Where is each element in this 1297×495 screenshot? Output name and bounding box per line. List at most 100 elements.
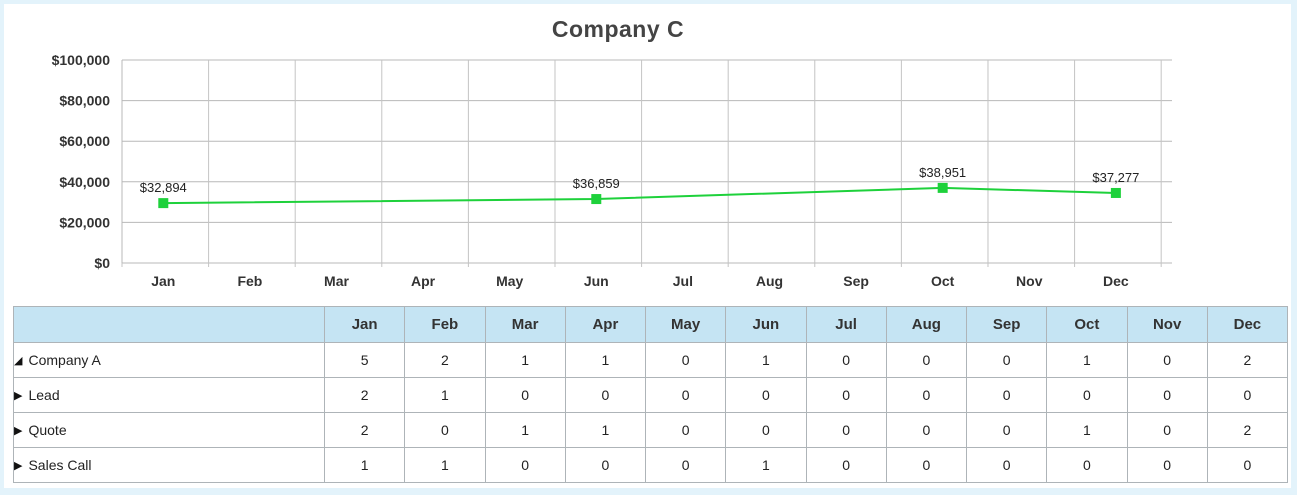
line-chart: $0 $20,000 $40,000 $60,000 $80,000 $100,000 Ja… — [52, 52, 1172, 289]
triangle-right-icon[interactable]: ▶ — [14, 424, 23, 437]
y-tick-label: $40,000 — [59, 174, 110, 190]
column-header: Jun — [725, 306, 807, 343]
table-cell: 0 — [885, 342, 968, 378]
table-cell: 0 — [1126, 342, 1208, 378]
data-point-marker — [1110, 187, 1121, 198]
table-cell: 1 — [323, 447, 406, 483]
table-cell: 0 — [644, 412, 727, 448]
table-cell: 0 — [644, 342, 727, 378]
table-cell: 2 — [1206, 412, 1289, 448]
data-point-marker — [591, 194, 602, 205]
x-tick-label: Jul — [673, 273, 693, 289]
column-header: Mar — [484, 306, 566, 343]
column-header: Oct — [1046, 306, 1128, 343]
table-row: ▶ Lead 2 1 0 0 0 0 0 0 0 0 0 0 — [13, 377, 1289, 413]
table-cell: 0 — [484, 447, 566, 483]
data-label: $32,894 — [140, 180, 187, 195]
table-header-row: Jan Feb Mar Apr May Jun Jul Aug Sep Oct Nov Dec — [13, 306, 1289, 343]
x-tick-label: Apr — [411, 273, 436, 289]
table-cell: 2 — [323, 412, 406, 448]
table-cell: 1 — [404, 377, 486, 413]
triangle-right-icon[interactable]: ▶ — [14, 389, 23, 402]
table-cell: 1 — [725, 342, 807, 378]
column-header: Jan — [323, 306, 406, 343]
x-tick-label: Sep — [843, 273, 869, 289]
table-cell: 0 — [885, 412, 968, 448]
table-cell: 0 — [1126, 412, 1208, 448]
table-cell: 5 — [323, 342, 406, 378]
table-cell: 0 — [404, 412, 486, 448]
table-cell: 0 — [484, 377, 566, 413]
column-header: Nov — [1126, 306, 1208, 343]
table-header-corner — [13, 306, 325, 343]
table-cell: 0 — [1046, 447, 1128, 483]
table-cell: 2 — [323, 377, 406, 413]
data-point-marker — [937, 182, 948, 193]
row-label: Company A — [28, 352, 101, 368]
table-row: ▶ Sales Call 1 1 0 0 0 1 0 0 0 0 0 0 — [13, 447, 1289, 483]
x-tick-label: May — [496, 273, 523, 289]
table-cell: 1 — [484, 342, 566, 378]
data-point-marker — [158, 198, 169, 209]
column-header: Apr — [564, 306, 647, 343]
row-label-cell: ▶ Sales Call — [13, 447, 325, 483]
table-cell: 0 — [1126, 447, 1208, 483]
row-label-cell: ◢ Company A — [13, 342, 325, 378]
column-header: Feb — [404, 306, 486, 343]
column-header: May — [644, 306, 727, 343]
chart-title: Company C — [551, 16, 685, 42]
data-label: $36,859 — [573, 176, 620, 191]
table-cell: 0 — [644, 447, 727, 483]
report-panel: Company C $0 $20,000 $40,000 $60,000 $80,000… — [4, 4, 1291, 488]
triangle-right-icon[interactable]: ▶ — [14, 459, 23, 472]
series-line — [163, 186, 1116, 205]
table-body: ◢ Company A 5 2 1 1 0 1 0 0 0 1 0 2 ▶ Lead 2 1 0 0 0 0 0 0 0 0 0 0 ▶… — [13, 342, 1289, 483]
table-cell: 2 — [404, 342, 486, 378]
column-header: Aug — [885, 306, 968, 343]
table-cell: 1 — [404, 447, 486, 483]
x-tick-label: Nov — [1016, 273, 1043, 289]
table-cell: 0 — [965, 342, 1048, 378]
table-cell: 0 — [644, 377, 727, 413]
x-tick-label: Jan — [151, 273, 175, 289]
y-tick-label: $20,000 — [59, 214, 110, 230]
table-cell: 0 — [805, 377, 887, 413]
row-label: Quote — [28, 422, 67, 438]
table-cell: 2 — [1206, 342, 1289, 378]
table-cell: 0 — [725, 412, 807, 448]
table-cell: 0 — [805, 447, 887, 483]
data-label: $38,951 — [919, 165, 966, 180]
column-header: Dec — [1206, 306, 1289, 343]
table-cell: 0 — [1206, 447, 1289, 483]
table-cell: 0 — [885, 377, 968, 413]
table-cell: 1 — [1046, 342, 1128, 378]
table-row: ▶ Quote 2 0 1 1 0 0 0 0 0 1 0 2 — [13, 412, 1289, 448]
x-tick-label: Oct — [931, 273, 955, 289]
triangle-down-icon[interactable]: ◢ — [14, 354, 23, 367]
x-tick-label: Mar — [324, 273, 349, 289]
y-tick-label: $60,000 — [59, 133, 110, 149]
x-tick-label: Feb — [237, 273, 262, 289]
table-cell: 1 — [564, 412, 647, 448]
table-cell: 0 — [1206, 377, 1289, 413]
y-tick-label: $0 — [94, 255, 110, 271]
column-header: Sep — [965, 306, 1048, 343]
table-cell: 0 — [564, 447, 647, 483]
table-cell: 0 — [725, 377, 807, 413]
column-header: Jul — [805, 306, 887, 343]
y-tick-label: $80,000 — [59, 93, 110, 109]
x-tick-label: Aug — [756, 273, 783, 289]
data-label: $37,277 — [1092, 170, 1139, 185]
table-cell: 0 — [965, 412, 1048, 448]
data-table: Jan Feb Mar Apr May Jun Jul Aug Sep Oct Nov Dec ◢ Co… — [13, 306, 1289, 483]
row-label-cell: ▶ Lead — [13, 377, 325, 413]
table-cell: 1 — [484, 412, 566, 448]
table-cell: 1 — [564, 342, 647, 378]
table-cell: 0 — [805, 342, 887, 378]
table-cell: 0 — [1126, 377, 1208, 413]
table-cell: 0 — [885, 447, 968, 483]
y-tick-label: $100,000 — [52, 52, 111, 68]
x-tick-label: Dec — [1103, 273, 1129, 289]
table-cell: 0 — [1046, 377, 1128, 413]
